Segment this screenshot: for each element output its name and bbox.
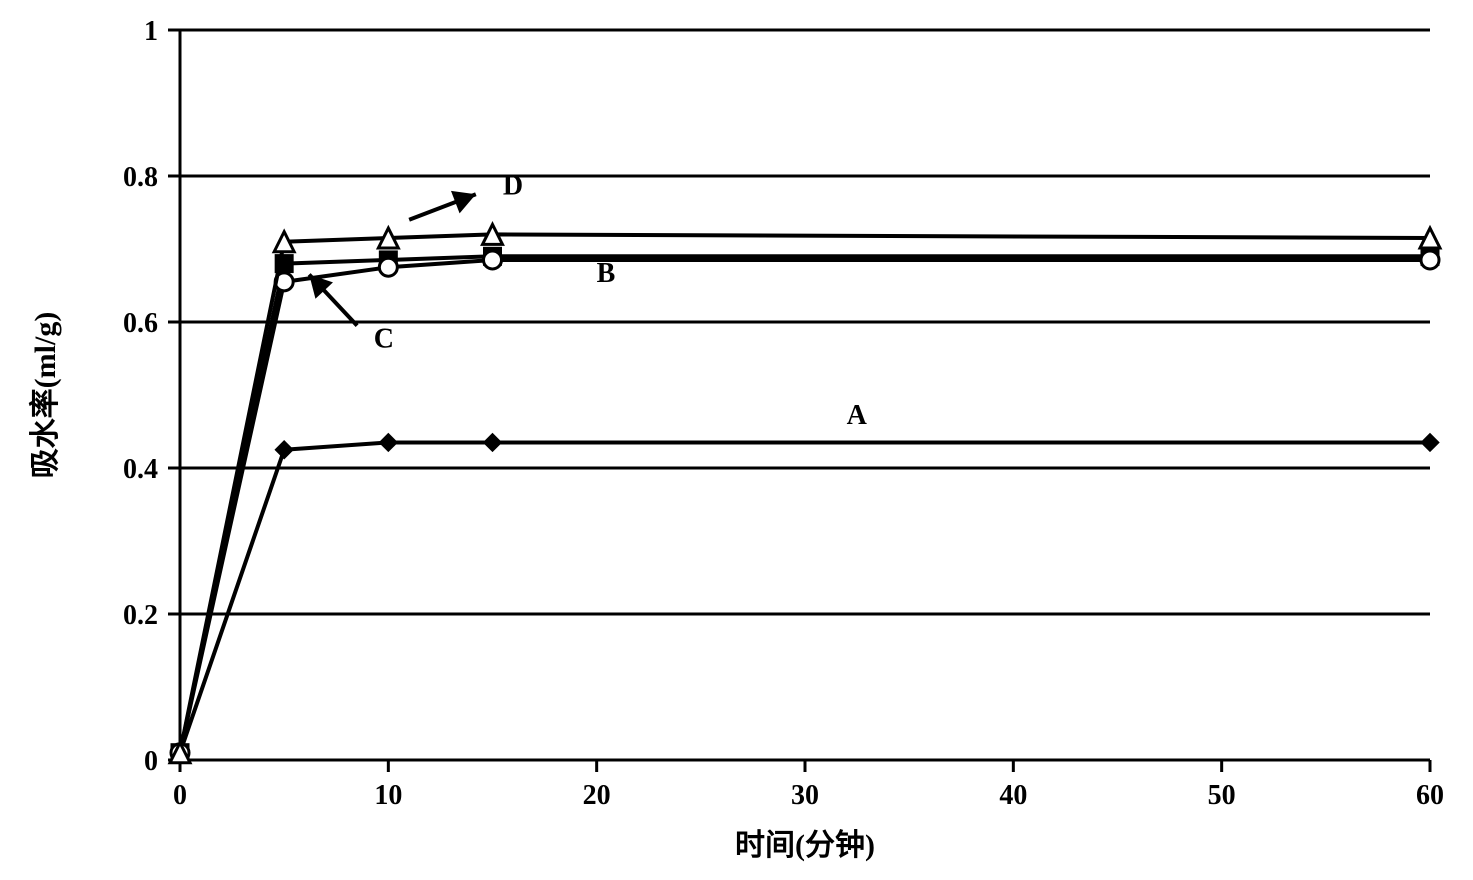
series-label-c: C [374, 324, 394, 355]
chart-background [0, 0, 1473, 880]
marker-circle [484, 251, 502, 269]
y-tick-label: 0.6 [123, 308, 158, 339]
x-axis-label: 时间(分钟) [735, 829, 875, 862]
y-axis-label: 吸水率(ml/g) [29, 312, 62, 479]
y-tick-label: 0.8 [123, 162, 158, 193]
chart-svg: 0 10 20 30 40 50 60 0 0.2 0.4 0.6 0.8 1 时间(分钟) 吸水率(ml/… [0, 0, 1473, 880]
x-tick-label: 10 [374, 780, 402, 811]
x-tick-label: 20 [583, 780, 611, 811]
marker-circle [1421, 251, 1439, 269]
y-tick-label: 0 [144, 746, 158, 777]
y-tick-label: 0.2 [123, 600, 158, 631]
y-tick-label: 0.4 [123, 454, 158, 485]
series-label-b: B [597, 258, 616, 289]
x-tick-label: 30 [791, 780, 819, 811]
series-label-d: D [503, 170, 523, 201]
x-tick-label: 0 [173, 780, 187, 811]
x-tick-label: 50 [1208, 780, 1236, 811]
absorption-chart: 0 10 20 30 40 50 60 0 0.2 0.4 0.6 0.8 1 时间(分钟) 吸水率(ml/… [0, 0, 1473, 880]
series-label-a: A [847, 400, 868, 431]
y-tick-label: 1 [144, 16, 158, 47]
x-tick-label: 60 [1416, 780, 1444, 811]
marker-circle [379, 258, 397, 276]
x-tick-label: 40 [999, 780, 1027, 811]
